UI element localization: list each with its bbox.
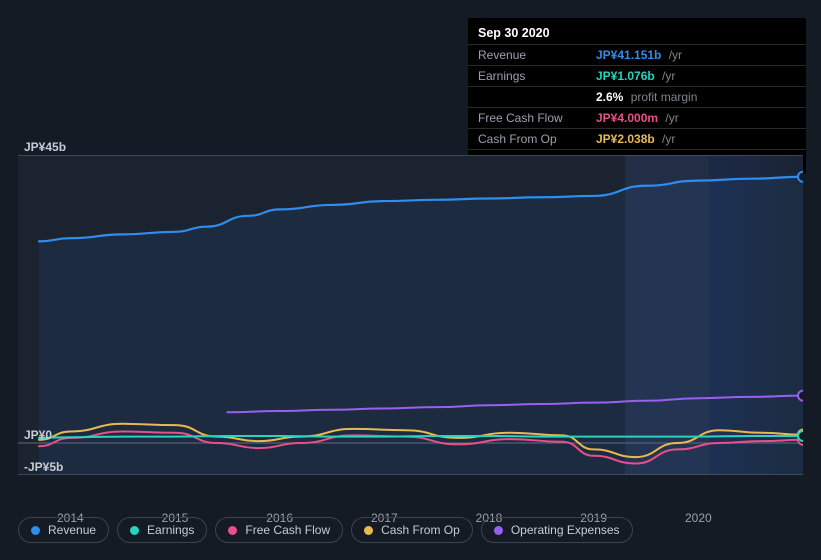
tooltip-value: JP¥1.076b /yr <box>596 69 675 83</box>
legend-dot-icon <box>31 526 40 535</box>
tooltip-label: Free Cash Flow <box>478 111 596 125</box>
legend-dot-icon <box>130 526 139 535</box>
legend-label: Earnings <box>147 523 194 537</box>
legend-item[interactable]: Operating Expenses <box>481 517 633 543</box>
tooltip-row: 2.6% profit margin <box>468 86 806 107</box>
tooltip-row: RevenueJP¥41.151b /yr <box>468 44 806 65</box>
tooltip-suffix: /yr <box>665 48 682 62</box>
tooltip-value: JP¥41.151b /yr <box>596 48 682 62</box>
tooltip-label: Revenue <box>478 48 596 62</box>
legend-item[interactable]: Cash From Op <box>351 517 473 543</box>
legend-label: Operating Expenses <box>511 523 620 537</box>
tooltip-label: Earnings <box>478 69 596 83</box>
tooltip-suffix: /yr <box>659 69 676 83</box>
legend-item[interactable]: Earnings <box>117 517 207 543</box>
tooltip-date: Sep 30 2020 <box>468 22 806 44</box>
legend-item[interactable]: Revenue <box>18 517 109 543</box>
tooltip-suffix: profit margin <box>627 90 697 104</box>
legend-dot-icon <box>228 526 237 535</box>
chart-tooltip: Sep 30 2020 RevenueJP¥41.151b /yrEarning… <box>468 18 806 174</box>
tooltip-rows: RevenueJP¥41.151b /yrEarningsJP¥1.076b /… <box>468 44 806 170</box>
legend-label: Free Cash Flow <box>245 523 330 537</box>
financials-chart[interactable]: JP¥45bJP¥0-JP¥5b 20142015201620172018201… <box>18 155 803 505</box>
tooltip-label: Cash From Op <box>478 132 596 146</box>
tooltip-value: JP¥2.038b /yr <box>596 132 675 146</box>
tooltip-value: JP¥4.000m /yr <box>596 111 679 125</box>
legend-dot-icon <box>364 526 373 535</box>
tooltip-row: EarningsJP¥1.076b /yr <box>468 65 806 86</box>
legend-dot-icon <box>494 526 503 535</box>
legend-label: Revenue <box>48 523 96 537</box>
chart-canvas <box>18 155 803 475</box>
legend-label: Cash From Op <box>381 523 460 537</box>
tooltip-row: Cash From OpJP¥2.038b /yr <box>468 128 806 149</box>
legend-item[interactable]: Free Cash Flow <box>215 517 343 543</box>
tooltip-value: 2.6% profit margin <box>596 90 697 104</box>
tooltip-suffix: /yr <box>662 111 679 125</box>
x-axis-label: 2020 <box>685 511 712 525</box>
tooltip-label <box>478 90 596 104</box>
tooltip-row: Free Cash FlowJP¥4.000m /yr <box>468 107 806 128</box>
tooltip-suffix: /yr <box>659 132 676 146</box>
chart-legend: Revenue Earnings Free Cash Flow Cash From O… <box>18 517 633 543</box>
